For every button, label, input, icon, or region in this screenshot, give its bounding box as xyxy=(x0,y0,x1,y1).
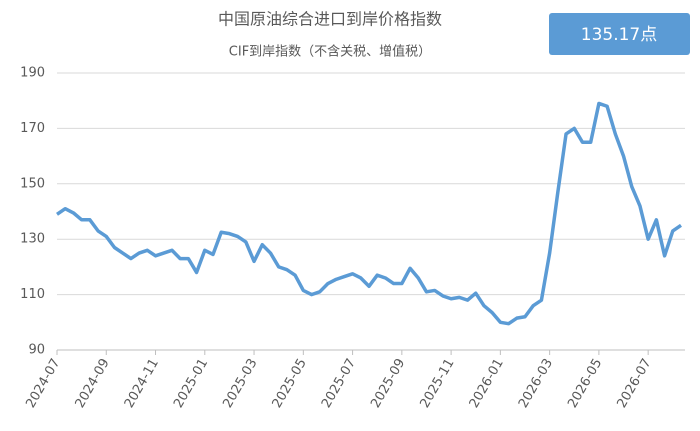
y-tick-label: 170 xyxy=(20,121,45,136)
x-tick-label: 2025-09 xyxy=(368,356,408,411)
x-tick-label: 2024-09 xyxy=(73,356,113,411)
x-tick-label: 2025-11 xyxy=(417,356,457,411)
x-tick-label: 2026-07 xyxy=(614,356,654,411)
y-tick-label: 90 xyxy=(28,343,45,358)
value-badge-label: 135.17点 xyxy=(581,25,657,45)
data-line xyxy=(56,101,682,326)
y-tick-label: 130 xyxy=(20,232,45,247)
x-tick-label: 2025-03 xyxy=(220,356,260,411)
x-tick-label: 2026-03 xyxy=(516,356,556,411)
x-tick-label: 2024-11 xyxy=(122,356,162,411)
x-tick-label: 2024-07 xyxy=(23,356,63,411)
x-tick-label: 2025-07 xyxy=(319,356,359,411)
x-tick-label: 2026-01 xyxy=(467,356,507,411)
x-tick-label: 2025-05 xyxy=(270,356,310,411)
y-tick-label: 110 xyxy=(20,287,45,302)
y-tick-label: 150 xyxy=(20,176,45,191)
chart-title: 中国原油综合进口到岸价格指数 xyxy=(218,10,442,29)
x-tick-label: 2025-01 xyxy=(171,356,211,411)
y-tick-label: 190 xyxy=(20,66,45,81)
chart-subtitle: CIF到岸指数（不含关税、增值税） xyxy=(229,44,431,60)
value-badge xyxy=(549,13,690,55)
x-tick-label: 2026-05 xyxy=(565,356,605,411)
